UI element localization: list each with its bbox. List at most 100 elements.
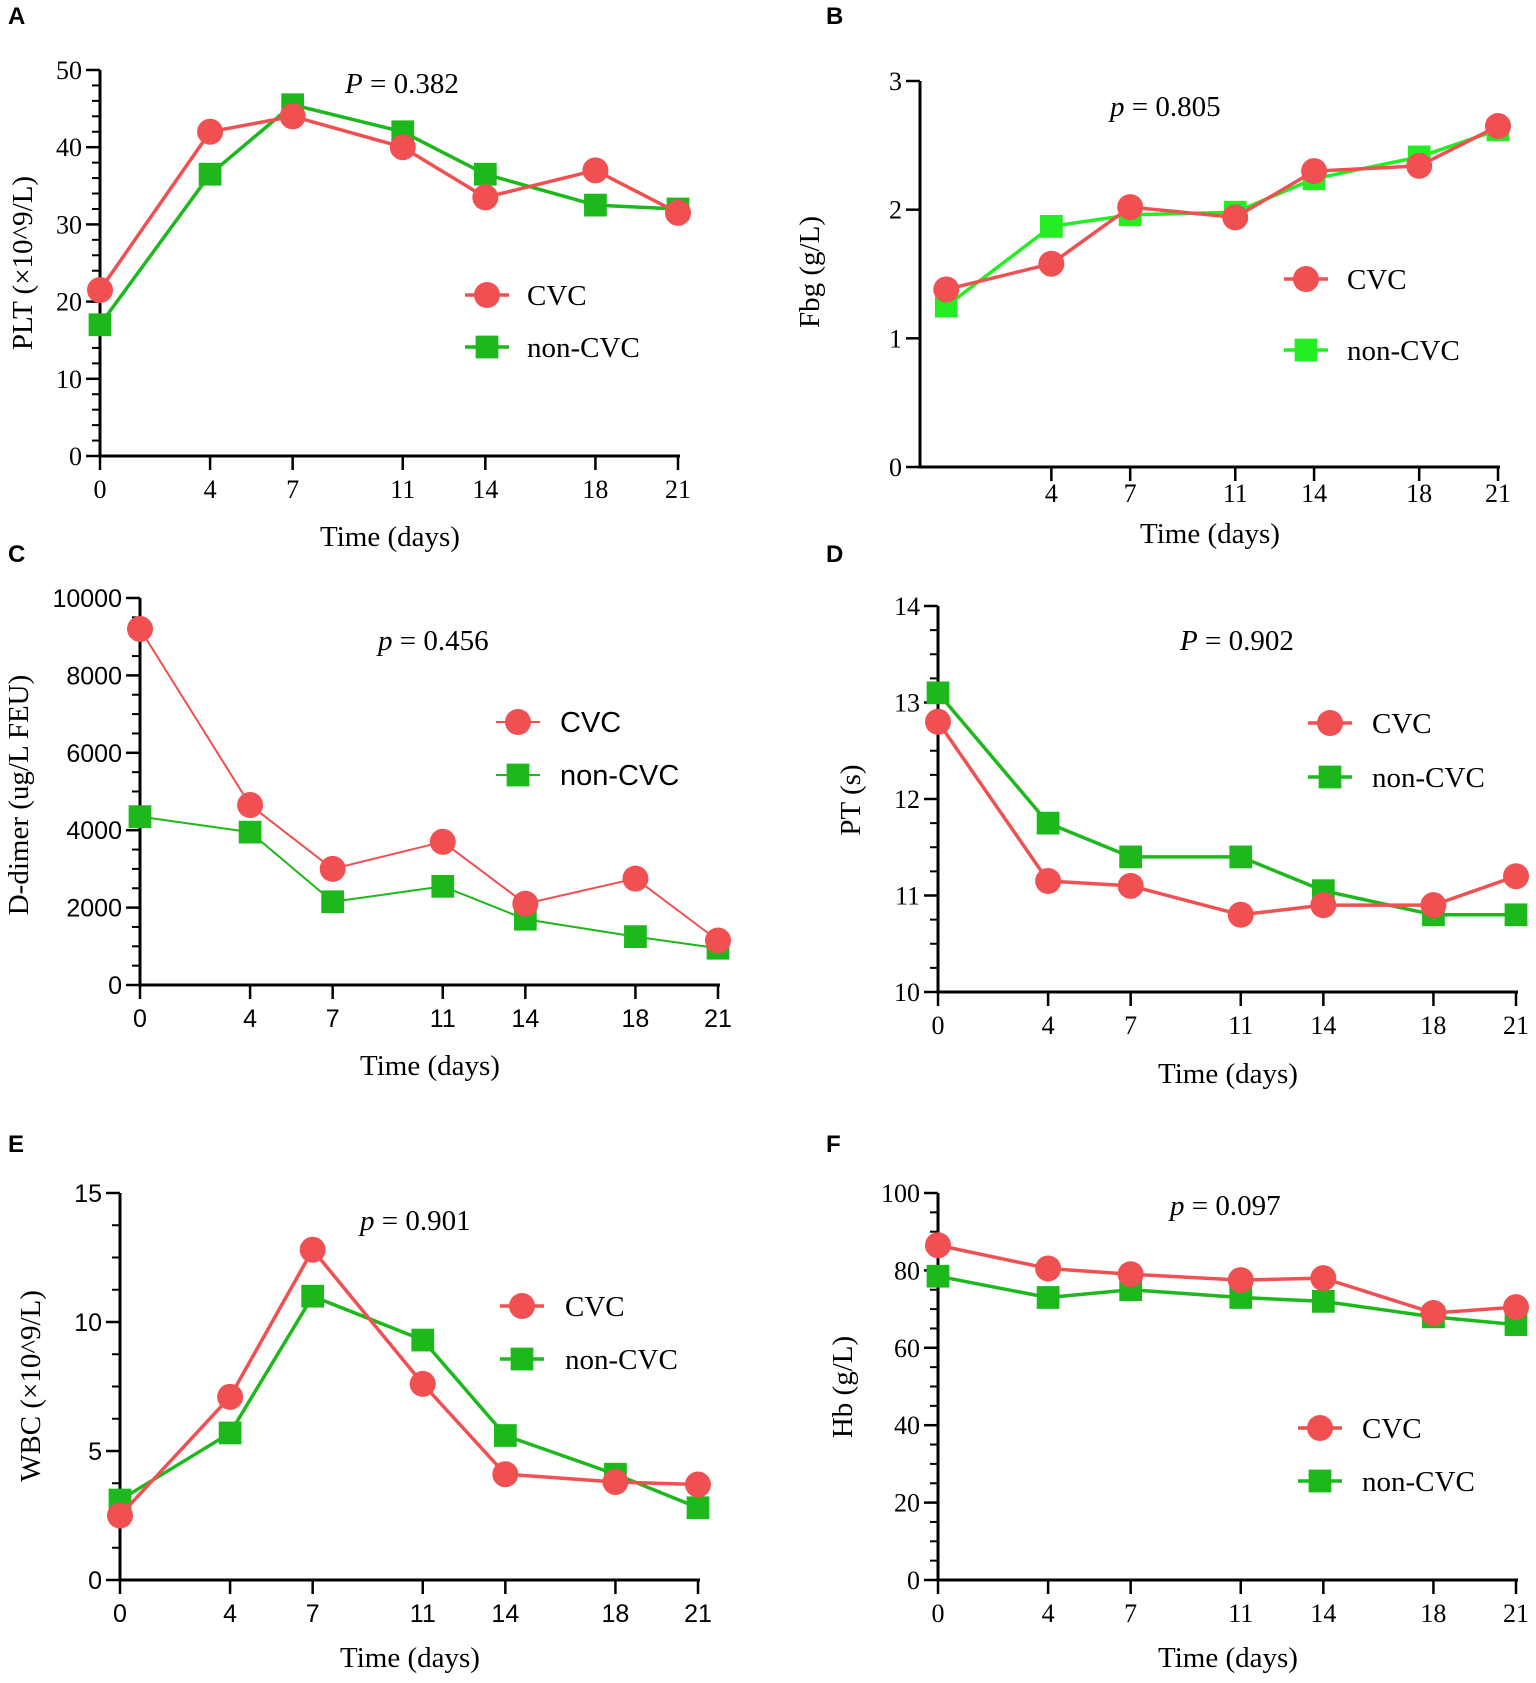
data-point-cvc: [409, 1370, 436, 1397]
data-point-non-cvc: [624, 925, 647, 948]
x-tick-label: 0: [94, 475, 107, 504]
series-line-cvc: [936, 720, 1517, 917]
data-point-non-cvc: [1036, 1286, 1060, 1309]
legend-label-cvc: CVC: [527, 280, 587, 312]
y-tick-label: 14: [894, 592, 920, 621]
p-value-annotation: P = 0.902: [1179, 625, 1294, 657]
y-tick-label: 40: [56, 133, 82, 162]
data-point-cvc: [1038, 250, 1065, 277]
x-axis-title: Time (days): [320, 521, 460, 553]
x-tick-label: 0: [133, 1005, 147, 1033]
x-tick-label: 0: [932, 1011, 945, 1040]
x-tick-label: 7: [326, 1005, 340, 1033]
panel-d: D 10 11 12 13 14 0 4 7 11 14 18 21 Time (days) PT (s) P…: [826, 541, 1529, 1090]
data-point-cvc: [1117, 1261, 1144, 1288]
legend-label-non-cvc: non-CVC: [1347, 335, 1460, 367]
data-point-non-cvc: [1036, 811, 1060, 835]
x-tick-label: 7: [286, 475, 299, 504]
y-tick-label: 20: [894, 1489, 920, 1518]
panel-letter: F: [826, 1131, 841, 1158]
data-point-cvc: [1035, 1255, 1062, 1282]
p-symbol: p: [1168, 1190, 1185, 1222]
panel-e: E 0 5 10 15 0 4 7 11 14 18 21 Time (days) WBC (×10^9/…: [8, 1131, 712, 1674]
legend-label-non-cvc: non-CVC: [527, 332, 640, 364]
x-tick-label: 14: [491, 1600, 519, 1628]
y-tick-label: 0: [907, 1566, 920, 1595]
x-tick-label: 4: [204, 475, 217, 504]
x-tick-label: 18: [602, 1600, 630, 1628]
data-point-cvc: [1117, 194, 1144, 221]
x-tick-label: 4: [243, 1005, 257, 1033]
x-tick-label: 14: [1310, 1599, 1336, 1628]
data-point-cvc: [685, 1471, 711, 1498]
data-point-non-cvc: [238, 820, 262, 844]
panel-letter: E: [8, 1131, 24, 1158]
legend-marker-cvc: [1307, 1415, 1333, 1441]
legend-marker-non-cvc: [1318, 765, 1342, 789]
data-point-non-cvc: [301, 1284, 325, 1308]
x-tick-label: 4: [1042, 1011, 1055, 1040]
data-point-non-cvc: [926, 1264, 950, 1288]
p-value-annotation: p = 0.456: [376, 625, 489, 657]
legend-marker-cvc: [474, 282, 500, 308]
x-axis-title: Time (days): [360, 1050, 500, 1082]
legend-label-cvc: CVC: [560, 707, 621, 739]
data-point-non-cvc: [686, 1496, 710, 1520]
legend: CVC non-CVC: [1298, 1413, 1475, 1498]
y-tick-label: 0: [88, 1567, 102, 1595]
data-point-non-cvc: [321, 890, 345, 914]
data-point-cvc: [87, 277, 113, 304]
y-tick-label: 4000: [66, 817, 122, 845]
p-symbol: p: [376, 625, 393, 657]
x-tick-label: 21: [665, 475, 691, 504]
data-point-cvc: [1227, 1267, 1254, 1294]
y-tick-label: 2: [889, 196, 902, 225]
legend: CVC non-CVC: [1284, 264, 1460, 367]
data-point-cvc: [319, 855, 346, 882]
x-tick-label: 4: [223, 1600, 237, 1628]
x-tick-label: 4: [1042, 1599, 1055, 1628]
p-symbol: P: [1179, 625, 1198, 657]
x-tick-label: 14: [1301, 479, 1327, 508]
x-tick-label: 0: [932, 1599, 945, 1628]
p-symbol: P: [344, 68, 363, 100]
p-symbol: p: [1108, 91, 1125, 123]
legend-marker-cvc: [509, 1293, 535, 1319]
legend-marker-non-cvc: [1308, 1469, 1332, 1493]
y-tick-label: 5: [88, 1438, 102, 1466]
y-axis-title: WBC (×10^9/L): [15, 1290, 47, 1482]
y-tick-label: 10: [894, 978, 920, 1007]
legend-marker-non-cvc: [506, 763, 530, 787]
x-axis-title: Time (days): [1158, 1058, 1298, 1090]
data-point-cvc: [1503, 1294, 1529, 1321]
x-tick-label: 11: [390, 475, 415, 504]
data-point-non-cvc: [493, 1424, 517, 1447]
panel-b: B 0 1 2 3 4 7 11 14 18 21 Time (days) Fbg (g/L) p = 0…: [794, 3, 1511, 550]
data-point-non-cvc: [128, 805, 152, 829]
legend-label-non-cvc: non-CVC: [560, 760, 679, 792]
legend: CVC non-CVC: [500, 1291, 678, 1376]
y-tick-label: 100: [881, 1179, 920, 1208]
legend-label-cvc: CVC: [1347, 264, 1407, 296]
legend-label-non-cvc: non-CVC: [1362, 1466, 1475, 1498]
x-tick-label: 11: [430, 1005, 456, 1033]
data-point-cvc: [1406, 152, 1433, 179]
y-tick-label: 6000: [66, 740, 122, 768]
data-point-cvc: [582, 157, 609, 184]
legend-label-cvc: CVC: [1372, 708, 1432, 740]
y-tick-label: 10000: [52, 585, 122, 613]
y-axis-title: Hb (g/L): [827, 1336, 859, 1438]
p-value-annotation: p = 0.901: [358, 1205, 471, 1237]
p-value: = 0.805: [1125, 91, 1221, 123]
x-tick-label: 21: [1503, 1011, 1529, 1040]
y-tick-label: 13: [894, 689, 920, 718]
y-tick-label: 0: [108, 972, 122, 1000]
y-axis-title: PT (s): [835, 764, 867, 835]
data-point-cvc: [107, 1502, 133, 1529]
panel-letter: D: [826, 541, 843, 568]
data-point-cvc: [512, 890, 539, 917]
data-point-cvc: [1310, 1265, 1337, 1292]
data-point-cvc: [665, 199, 691, 226]
x-tick-label: 18: [1420, 1599, 1446, 1628]
x-tick-label: 18: [582, 475, 608, 504]
